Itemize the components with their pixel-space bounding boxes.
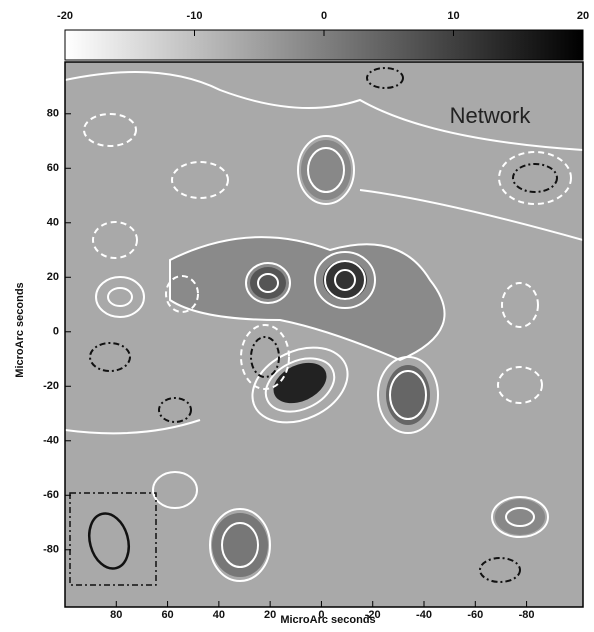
y-tick-label: 0 <box>53 326 59 338</box>
colorbar-tick-label: -20 <box>57 10 73 22</box>
y-tick-label: 40 <box>47 217 59 229</box>
x-tick-label: 0 <box>318 609 324 621</box>
image <box>65 62 583 607</box>
y-tick-label: -20 <box>43 380 59 392</box>
colorbar-tick-label: 10 <box>447 10 459 22</box>
y-axis-label: MicroArc seconds <box>14 282 26 377</box>
x-tick-label: -60 <box>467 609 483 621</box>
annotation: Network <box>450 103 532 128</box>
y-tick-label: -60 <box>43 489 59 501</box>
colorbar-tick-label: 0 <box>321 10 327 22</box>
x-tick-label: 80 <box>110 609 122 621</box>
y-tick-label: 20 <box>47 271 59 283</box>
colorbar-tick-label: 20 <box>577 10 589 22</box>
plot-frame <box>64 61 584 608</box>
y-tick-label: 80 <box>47 108 59 120</box>
y-tick-label: -40 <box>43 435 59 447</box>
y-tick-label: -80 <box>43 544 59 556</box>
x-axis-label: MicroArc seconds <box>280 614 375 626</box>
x-tick-label: 40 <box>213 609 225 621</box>
x-tick-label: -40 <box>416 609 432 621</box>
x-tick-label: -20 <box>365 609 381 621</box>
x-tick-label: 20 <box>264 609 276 621</box>
y-tick-label: 60 <box>47 162 59 174</box>
colorbar-tick-label: -10 <box>187 10 203 22</box>
x-tick-label: -80 <box>519 609 535 621</box>
x-tick-label: 60 <box>161 609 173 621</box>
